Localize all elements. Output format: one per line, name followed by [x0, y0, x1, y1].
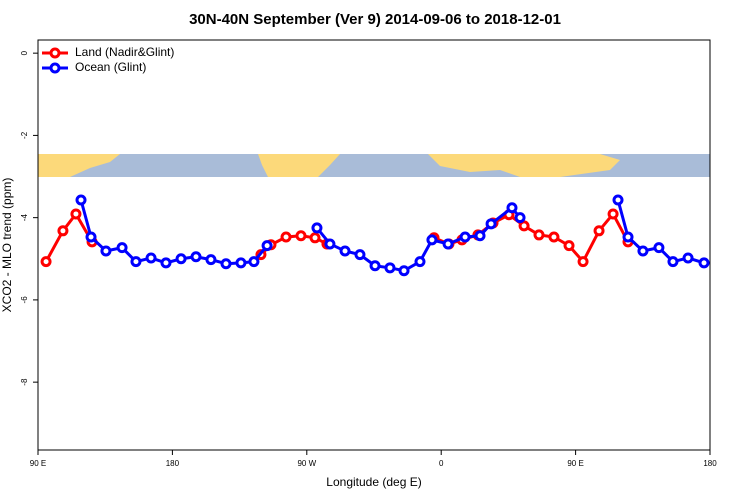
- legend-label: Ocean (Glint): [75, 60, 146, 74]
- point: [130, 256, 142, 268]
- point: [698, 257, 710, 269]
- point: [70, 208, 82, 220]
- point: [612, 194, 624, 206]
- point: [474, 230, 486, 242]
- point: [309, 232, 321, 244]
- y-tick-label: 0: [20, 50, 29, 55]
- x-tick-label: 90 E: [30, 459, 46, 468]
- y-tick-label: -4: [20, 214, 29, 222]
- point: [414, 256, 426, 268]
- point: [369, 260, 381, 272]
- point: [295, 230, 307, 242]
- point: [384, 262, 396, 274]
- point: [563, 240, 575, 252]
- x-axis-label: Longitude (deg E): [326, 475, 421, 489]
- point: [398, 265, 410, 277]
- point: [100, 245, 112, 257]
- point: [577, 256, 589, 268]
- y-tick-label: -2: [20, 131, 29, 139]
- point: [235, 257, 247, 269]
- map-strip: [38, 154, 710, 177]
- point: [514, 212, 526, 224]
- point: [533, 229, 545, 241]
- x-tick-label: 90 W: [297, 459, 316, 468]
- point: [667, 256, 679, 268]
- point: [116, 242, 128, 254]
- point: [354, 249, 366, 261]
- point: [280, 231, 292, 243]
- point: [518, 220, 530, 232]
- x-tick-label: 0: [439, 459, 444, 468]
- point: [85, 231, 97, 243]
- point: [426, 234, 438, 246]
- point: [220, 258, 232, 270]
- point: [248, 256, 260, 268]
- point: [607, 208, 619, 220]
- point: [442, 238, 454, 250]
- y-tick-label: -6: [20, 296, 29, 304]
- y-axis-label: XCO2 - MLO trend (ppm): [0, 178, 14, 313]
- point: [175, 253, 187, 265]
- x-tick-label: 180: [166, 459, 180, 468]
- point: [190, 251, 202, 263]
- legend-marker: [49, 62, 61, 74]
- point: [622, 231, 634, 243]
- point: [548, 231, 560, 243]
- point: [324, 238, 336, 250]
- plot-frame: [37, 39, 711, 451]
- point: [311, 222, 323, 234]
- point: [57, 225, 69, 237]
- point: [593, 225, 605, 237]
- point: [485, 218, 497, 230]
- point: [205, 254, 217, 266]
- point: [682, 252, 694, 264]
- point: [261, 240, 273, 252]
- point: [75, 194, 87, 206]
- point: [145, 252, 157, 264]
- point: [459, 231, 471, 243]
- point: [339, 245, 351, 257]
- point: [160, 257, 172, 269]
- chart-title: 30N-40N September (Ver 9) 2014-09-06 to …: [189, 11, 561, 28]
- point: [40, 256, 52, 268]
- point: [653, 242, 665, 254]
- legend-marker: [49, 47, 61, 59]
- point: [506, 202, 518, 214]
- legend-label: Land (Nadir&Glint): [75, 45, 174, 59]
- y-tick-label: -8: [20, 378, 29, 386]
- x-tick-label: 180: [703, 459, 717, 468]
- point: [637, 245, 649, 257]
- x-tick-label: 90 E: [567, 459, 583, 468]
